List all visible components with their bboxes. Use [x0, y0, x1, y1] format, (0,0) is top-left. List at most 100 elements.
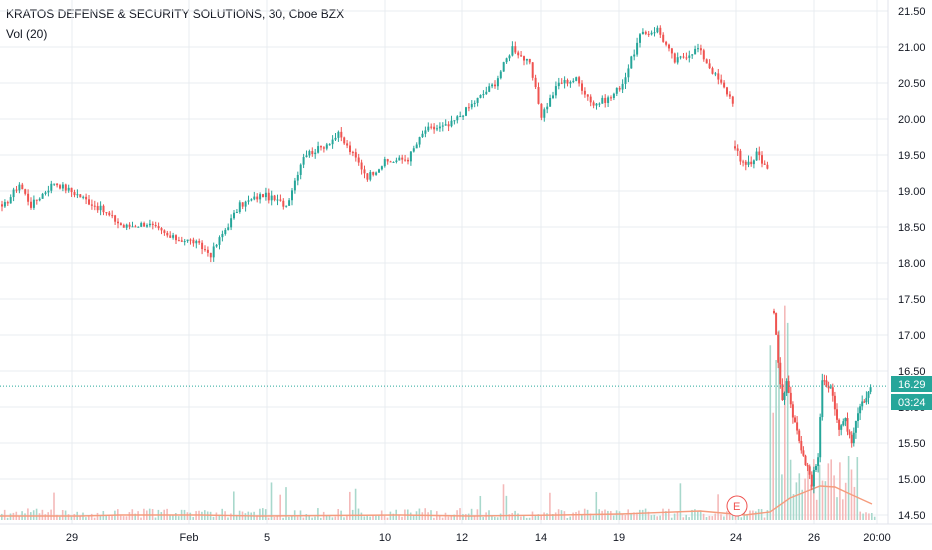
candle-body — [739, 150, 742, 162]
volume-bar — [215, 512, 218, 520]
volume-bar — [540, 514, 542, 520]
volume-bar — [317, 508, 319, 520]
candle-body — [27, 193, 30, 202]
volume-bar — [447, 516, 450, 520]
volume-bar — [766, 510, 769, 520]
candle-body — [482, 94, 485, 96]
candle-body — [691, 54, 694, 56]
volume-bar — [784, 305, 786, 520]
volume-bar — [494, 516, 496, 520]
volume-bar — [537, 514, 540, 520]
candle-body — [525, 58, 528, 61]
volume-bar — [421, 512, 424, 520]
candle-body — [511, 46, 514, 56]
volume-bar — [528, 517, 531, 520]
candle-body — [206, 249, 209, 253]
candle-body — [9, 197, 12, 204]
candle-body — [3, 202, 6, 207]
volume-bar — [795, 482, 798, 520]
candle-body — [846, 418, 849, 432]
volume-bar — [612, 515, 615, 520]
candle-body — [441, 125, 444, 127]
volume-bar — [839, 462, 841, 520]
candle-body — [128, 224, 131, 227]
candle-body — [250, 199, 253, 201]
earnings-marker-icon[interactable]: E — [726, 495, 748, 517]
candle-body — [38, 198, 41, 201]
candle-body — [520, 55, 523, 57]
price-tick-label: 18.00 — [898, 258, 926, 270]
volume-bar — [134, 513, 136, 520]
volume-bar — [386, 517, 389, 520]
candle-body — [154, 225, 157, 227]
candle-body — [612, 93, 615, 99]
candle-body — [1, 204, 3, 207]
candle-body — [201, 242, 204, 250]
candle-body — [694, 48, 697, 55]
volume-bar — [244, 513, 247, 520]
candle-body — [601, 97, 604, 104]
volume-bar — [569, 516, 571, 520]
candle-body — [282, 200, 285, 207]
volume-bar — [856, 457, 859, 520]
volume-bar — [575, 511, 577, 520]
candle-body — [430, 126, 433, 128]
candle-body — [59, 185, 61, 189]
candle-body — [750, 161, 753, 165]
candle-body — [711, 68, 714, 74]
volume-bar — [755, 511, 757, 520]
volume-bar — [296, 516, 299, 520]
candle-body — [244, 201, 247, 207]
volume-bar — [444, 512, 447, 520]
candle-body — [827, 385, 830, 389]
volume-bar — [726, 511, 728, 520]
volume-bar — [125, 516, 128, 520]
candle-body — [569, 81, 572, 84]
candle-body — [209, 252, 212, 258]
candle-body — [731, 96, 734, 104]
candle-body — [293, 180, 296, 191]
price-tick-label: 17.50 — [898, 294, 926, 306]
volume-bar — [433, 517, 435, 520]
volume-bar — [305, 514, 308, 520]
volume-bar — [818, 464, 821, 520]
candle-body — [572, 80, 575, 82]
candle-body — [540, 103, 543, 118]
candle-body — [215, 244, 218, 247]
candle-body — [111, 215, 114, 217]
candle-body — [802, 450, 805, 456]
volume-bar — [479, 495, 482, 520]
candle-body — [96, 206, 99, 211]
time-axis[interactable]: 29 Feb 5 10 12 14 19 24 26 20:00 — [66, 532, 891, 544]
volume-bar — [302, 517, 305, 520]
price-axis[interactable]: 21.50 21.00 20.50 20.00 19.50 19.00 18.50 18.00… — [898, 6, 926, 522]
candle-body — [618, 87, 621, 90]
volume-bar — [35, 508, 38, 520]
volume-bar — [56, 514, 58, 520]
volume-bar — [546, 513, 548, 520]
candle-body — [720, 79, 723, 83]
candle-body — [534, 77, 537, 88]
volume-bar — [711, 516, 714, 520]
volume-bar — [424, 508, 426, 520]
candle-body — [53, 183, 56, 185]
volume-bar — [763, 517, 766, 520]
grid-lines — [0, 0, 888, 524]
candle-body — [758, 151, 761, 156]
volume-bar — [821, 480, 824, 520]
candle-body — [450, 120, 453, 127]
volume-bar — [418, 508, 421, 520]
volume-bar — [697, 510, 699, 520]
candle-body — [761, 155, 763, 164]
candle-body — [47, 190, 50, 193]
candle-body — [343, 137, 346, 144]
candle-body — [766, 164, 769, 169]
candle-body — [76, 194, 79, 196]
volume-bar — [470, 508, 473, 520]
candle-body — [256, 196, 259, 200]
volume-bar — [450, 515, 453, 520]
candle-body — [134, 226, 137, 228]
candle-body — [50, 183, 53, 191]
candle-body — [581, 83, 583, 91]
